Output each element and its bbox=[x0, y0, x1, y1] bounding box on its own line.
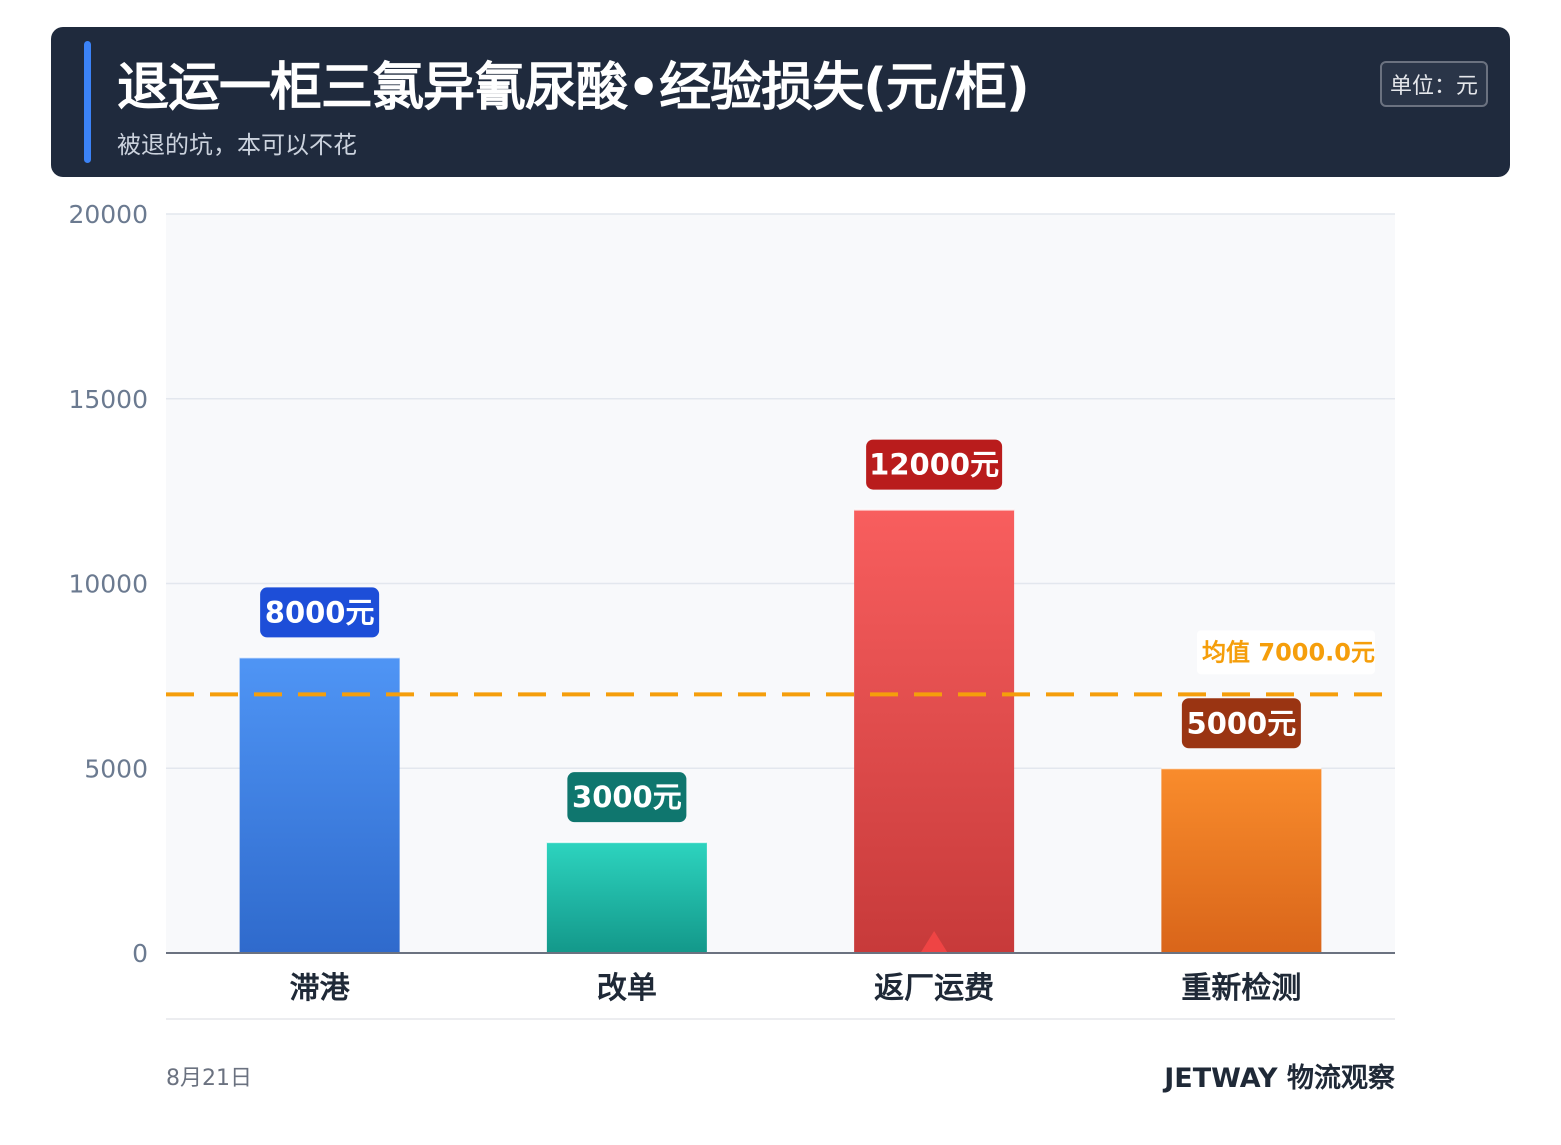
value-label-badge bbox=[260, 587, 380, 638]
header-banner: 退运一柜三氯异氰尿酸•经验损失(元/柜) 被退的坑，本可以不花 单位：元 bbox=[51, 27, 1510, 177]
y-tick-label: 20000 bbox=[68, 200, 148, 229]
x-tick-label: 返厂运费 bbox=[874, 971, 994, 1006]
header-accent-bar bbox=[84, 41, 91, 163]
x-tick-label: 滞港 bbox=[290, 971, 351, 1006]
value-label: 3000元 bbox=[572, 780, 682, 814]
y-tick-label: 0 bbox=[132, 939, 148, 968]
value-label-badge bbox=[1181, 698, 1301, 749]
x-tick-label: 重新检测 bbox=[1181, 971, 1301, 1006]
y-tick-label: 5000 bbox=[84, 754, 148, 783]
chart-subtitle: 被退的坑，本可以不花 bbox=[117, 131, 357, 159]
y-tick-label: 15000 bbox=[68, 385, 148, 414]
footer-brand: JETWAY 物流观察 bbox=[1164, 1063, 1395, 1094]
chart-title: 退运一柜三氯异氰尿酸•经验损失(元/柜) bbox=[117, 58, 1030, 118]
bar bbox=[546, 842, 707, 953]
bar bbox=[239, 657, 400, 953]
value-label-badge bbox=[567, 772, 687, 823]
y-tick-label: 10000 bbox=[68, 570, 148, 599]
bar bbox=[854, 509, 1015, 953]
value-label-badge bbox=[866, 439, 1003, 490]
bar bbox=[1161, 768, 1322, 953]
value-label: 8000元 bbox=[265, 595, 375, 629]
mean-label: 均值 7000.0元 bbox=[1202, 638, 1375, 666]
footer-date: 8月21日 bbox=[166, 1066, 252, 1091]
highlight-marker bbox=[921, 931, 948, 952]
x-tick-label: 改单 bbox=[597, 971, 657, 1006]
unit-badge: 单位：元 bbox=[1379, 61, 1488, 107]
value-label: 12000元 bbox=[869, 448, 999, 482]
value-label: 5000元 bbox=[1187, 706, 1297, 740]
mean-label-bg bbox=[1197, 630, 1375, 675]
